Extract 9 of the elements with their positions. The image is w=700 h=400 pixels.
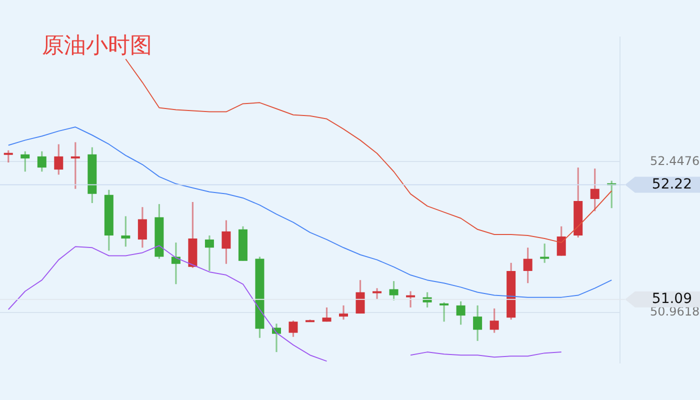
y-tick-label: 50.9618	[650, 304, 700, 318]
ref-line-label: 51.09	[652, 290, 692, 307]
chart-title: 原油小时图	[42, 34, 152, 59]
candlestick	[339, 305, 348, 320]
candlestick	[406, 291, 416, 308]
candlestick	[372, 288, 382, 300]
candlestick	[204, 235, 214, 271]
y-tick-label: 52.4476	[650, 154, 700, 168]
ref-line-label: 52.22	[652, 176, 692, 192]
